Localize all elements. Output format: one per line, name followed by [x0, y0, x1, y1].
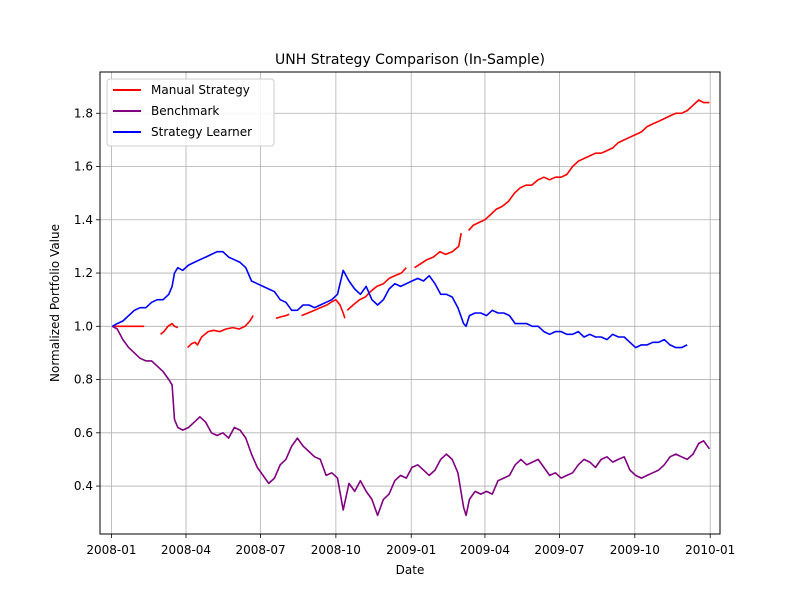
x-axis-ticks: 2008-01 2008-04 2008-07 2008-10 2009-01 2009-…	[86, 534, 735, 557]
series-line-strategy-learner	[111, 250, 688, 349]
y-tick-label: 1.0	[74, 319, 93, 333]
series-line-manual-strategy	[468, 99, 710, 231]
y-tick-label: 1.6	[74, 160, 93, 174]
y-tick-label: 1.8	[74, 106, 93, 120]
legend: Manual Strategy Benchmark Strategy Learn…	[106, 78, 275, 147]
y-tick-label: 0.4	[74, 479, 93, 493]
legend-box	[106, 78, 275, 147]
y-tick-label: 1.4	[74, 213, 93, 227]
legend-label-strategy-learner: Strategy Learner	[151, 125, 252, 139]
x-tick-label: 2010-01	[685, 543, 735, 557]
y-tick-label: 1.2	[74, 266, 93, 280]
legend-label-manual-strategy: Manual Strategy	[151, 83, 250, 97]
series-lines	[111, 99, 711, 517]
y-axis-ticks: 0.4 0.6 0.8 1.0 1.2 1.4 1.6 1.8	[74, 106, 100, 493]
x-tick-label: 2008-07	[235, 543, 285, 557]
x-tick-label: 2008-04	[161, 543, 211, 557]
grid-lines	[100, 72, 720, 534]
x-tick-label: 2009-01	[386, 543, 436, 557]
series-line-manual-strategy	[275, 313, 290, 320]
series-line-manual-strategy	[346, 267, 407, 311]
x-axis-label: Date	[396, 563, 425, 577]
plot-frame	[99, 71, 721, 535]
y-tick-label: 0.6	[74, 426, 93, 440]
series-line-manual-strategy	[160, 322, 179, 335]
series-line-manual-strategy	[301, 298, 346, 319]
chart-title: UNH Strategy Comparison (In-Sample)	[275, 52, 545, 68]
x-tick-label: 2009-10	[610, 543, 660, 557]
x-tick-label: 2008-10	[311, 543, 361, 557]
x-tick-label: 2008-01	[86, 543, 136, 557]
legend-label-benchmark: Benchmark	[151, 104, 219, 118]
series-line-benchmark	[111, 325, 711, 517]
x-tick-label: 2009-04	[460, 543, 510, 557]
y-tick-label: 0.8	[74, 373, 93, 387]
x-tick-label: 2009-07	[534, 543, 584, 557]
series-line-manual-strategy	[187, 315, 254, 349]
y-axis-label: Normalized Portfolio Value	[48, 224, 62, 382]
series-line-manual-strategy	[414, 232, 462, 269]
